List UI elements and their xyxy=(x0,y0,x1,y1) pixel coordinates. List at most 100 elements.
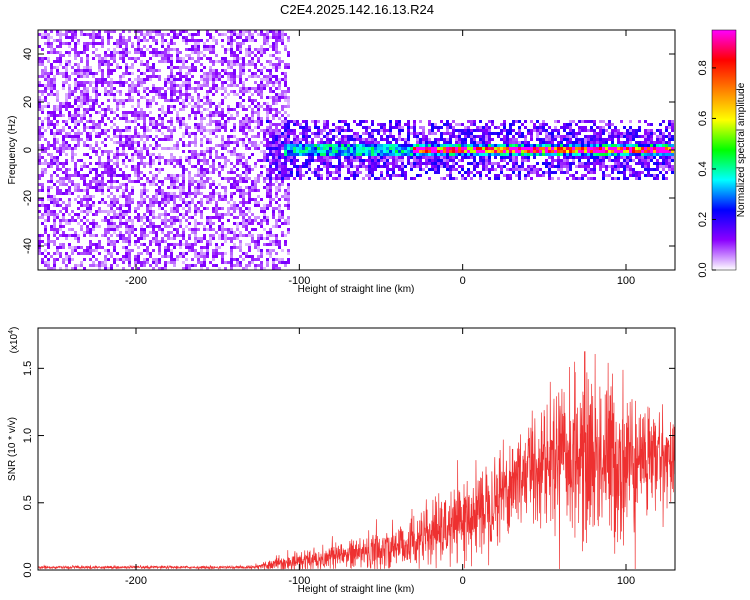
spectrogram-cell xyxy=(221,225,224,228)
spectrogram-cell xyxy=(200,144,203,147)
spectrogram-cell xyxy=(260,120,263,123)
spectrogram-cell xyxy=(164,81,167,84)
spectrogram-cell xyxy=(92,180,95,183)
spectrogram-cell xyxy=(197,180,200,183)
spectrogram-cell xyxy=(248,219,251,222)
spectrogram-cell xyxy=(83,84,86,87)
spectrogram-cell xyxy=(401,138,404,141)
spectrogram-cell xyxy=(155,42,158,45)
spectrogram-cell xyxy=(53,264,56,267)
spectrogram-cell xyxy=(173,99,176,102)
spectrogram-cell xyxy=(194,207,197,210)
spectrogram-cell xyxy=(254,216,257,219)
spectrogram-cell xyxy=(452,135,455,138)
spectrogram-cell xyxy=(125,141,128,144)
spectrogram-cell xyxy=(326,168,329,171)
spectrogram-cell xyxy=(395,174,398,177)
spectrogram-cell xyxy=(221,177,224,180)
spectrogram-cell xyxy=(80,225,83,228)
spectrogram-cell xyxy=(86,219,89,222)
spectrogram-cell xyxy=(44,66,47,69)
spectrogram-cell xyxy=(215,156,218,159)
spectrogram-cell xyxy=(116,99,119,102)
spectrogram-cell xyxy=(548,144,551,147)
spectrogram-cell xyxy=(161,93,164,96)
spectrogram-cell xyxy=(182,84,185,87)
spectrogram-cell xyxy=(278,177,281,180)
spectrogram-cell xyxy=(251,237,254,240)
spectrogram-cell xyxy=(485,168,488,171)
spectrogram-cell xyxy=(50,195,53,198)
spectrogram-cell xyxy=(56,201,59,204)
spectrogram-cell xyxy=(407,132,410,135)
spectrogram-cell xyxy=(308,150,311,153)
spectrogram-cell xyxy=(194,195,197,198)
spectrogram-cell xyxy=(152,90,155,93)
spectrogram-cell xyxy=(338,120,341,123)
spectrogram-cell xyxy=(74,81,77,84)
spectrogram-cell xyxy=(341,162,344,165)
spectrogram-cell xyxy=(272,48,275,51)
spectrogram-cell xyxy=(182,123,185,126)
spectrogram-cell xyxy=(527,156,530,159)
spectrogram-cell xyxy=(83,189,86,192)
spectrogram-cell xyxy=(380,171,383,174)
spectrogram-cell xyxy=(197,48,200,51)
spectrogram-cell xyxy=(44,117,47,120)
spectrogram-cell xyxy=(224,177,227,180)
spectrogram-cell xyxy=(158,228,161,231)
spectrogram-cell xyxy=(479,156,482,159)
spectrogram-cell xyxy=(278,144,281,147)
spectrogram-cell xyxy=(227,39,230,42)
spectrogram-cell xyxy=(233,153,236,156)
spectrogram-cell xyxy=(200,150,203,153)
spectrogram-cell xyxy=(266,252,269,255)
spectrogram-cell xyxy=(191,105,194,108)
spectrogram-cell xyxy=(152,39,155,42)
spectrogram-cell xyxy=(242,180,245,183)
spectrogram-cell xyxy=(74,33,77,36)
spectrogram-cell xyxy=(140,264,143,267)
spectrogram-cell xyxy=(218,198,221,201)
spectrogram-cell xyxy=(176,111,179,114)
spectrogram-cell xyxy=(86,249,89,252)
spectrogram-cell xyxy=(221,102,224,105)
spectrogram-cell xyxy=(188,174,191,177)
spectrogram-cell xyxy=(212,159,215,162)
spectrogram-cell xyxy=(62,183,65,186)
spectrogram-cell xyxy=(194,222,197,225)
spectrogram-cell xyxy=(272,258,275,261)
spectrogram-cell xyxy=(233,147,236,150)
spectrogram-cell xyxy=(173,36,176,39)
spectrogram-cell xyxy=(47,147,50,150)
spectrogram-cell xyxy=(497,153,500,156)
spectrogram-cell xyxy=(128,228,131,231)
spectrogram-cell xyxy=(152,183,155,186)
spectrogram-cell xyxy=(350,156,353,159)
spectrogram-cell xyxy=(239,261,242,264)
spectrogram-cell xyxy=(113,30,116,33)
spectrogram-cell xyxy=(230,237,233,240)
spectrogram-cell xyxy=(236,168,239,171)
spectrogram-cell xyxy=(68,30,71,33)
spectrogram-cell xyxy=(152,249,155,252)
spectrogram-cell xyxy=(224,48,227,51)
spectrogram-cell xyxy=(53,213,56,216)
spectrogram-cell xyxy=(353,174,356,177)
spectrogram-cell xyxy=(278,162,281,165)
spectrogram-cell xyxy=(149,153,152,156)
spectrogram-cell xyxy=(56,57,59,60)
spectrogram-cell xyxy=(233,183,236,186)
spectrogram-cell xyxy=(104,201,107,204)
spectrogram-cell xyxy=(89,36,92,39)
spectrogram-cell xyxy=(287,141,290,144)
spectrogram-cell xyxy=(338,144,341,147)
spectrogram-cell xyxy=(344,153,347,156)
spectrogram-cell xyxy=(89,207,92,210)
spectrogram-cell xyxy=(269,75,272,78)
spectrogram-cell xyxy=(62,144,65,147)
spectrogram-cell xyxy=(104,210,107,213)
spectrogram-cell xyxy=(299,126,302,129)
spectrogram-cell xyxy=(71,228,74,231)
spectrogram-cell xyxy=(152,153,155,156)
